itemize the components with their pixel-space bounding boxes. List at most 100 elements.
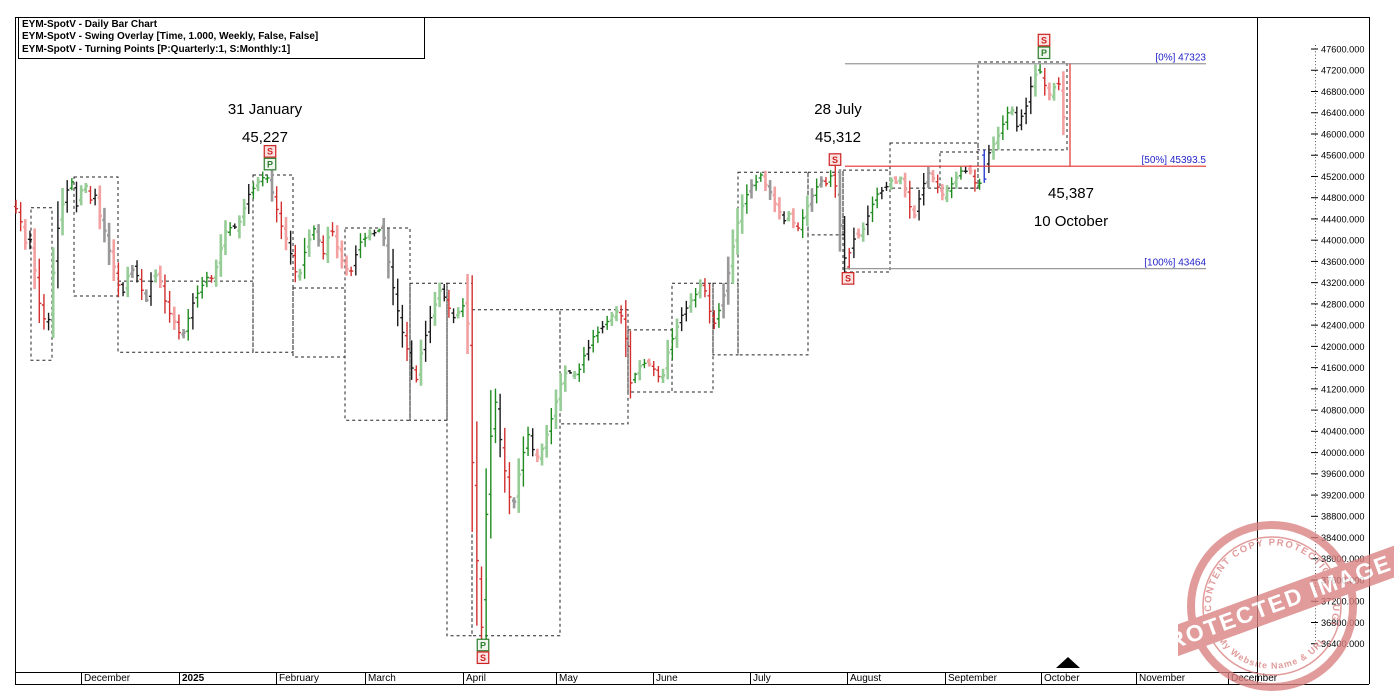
price-bar (474, 421, 479, 626)
month-label: December (84, 673, 131, 684)
price-bar (907, 180, 912, 219)
price-bar (754, 174, 759, 191)
swing-box (73, 176, 119, 297)
price-bar (516, 458, 521, 513)
price-bar (875, 187, 880, 209)
price-axis-label: 36400.000 (1321, 639, 1364, 649)
swing-box (737, 171, 809, 356)
marker-S-box (476, 651, 490, 665)
price-axis-label: 42000.000 (1321, 342, 1364, 352)
price-bar (102, 207, 107, 243)
price-bar (120, 282, 126, 297)
price-bar (502, 427, 507, 493)
price-bar (768, 180, 773, 201)
price-bar (628, 330, 633, 399)
price-bar (13, 199, 19, 214)
price-bar (218, 234, 223, 277)
price-bar (544, 424, 549, 458)
price-bar (1061, 71, 1066, 136)
swing-box (977, 61, 1068, 151)
price-bar (614, 306, 619, 322)
price-bar (642, 358, 647, 369)
price-bar (307, 229, 312, 257)
swing-box (409, 282, 448, 421)
price-bar (660, 368, 666, 383)
price-axis-label: 37200.000 (1321, 597, 1364, 607)
price-bar (460, 298, 465, 318)
price-bar (921, 172, 926, 206)
price-axis-label: 47200.000 (1321, 66, 1364, 76)
price-bar (293, 244, 298, 283)
month-label: June (656, 673, 678, 684)
price-bar (954, 171, 959, 189)
month-axis: December 2025 February March April May June Jul… (81, 672, 1278, 684)
price-bar (656, 366, 661, 383)
price-bar (805, 195, 810, 226)
price-bar (381, 218, 386, 247)
price-bar (963, 166, 968, 174)
price-bar (674, 318, 680, 348)
price-bar (321, 235, 326, 260)
price-axis-label: 47600.000 (1321, 44, 1364, 54)
price-bar (153, 269, 158, 283)
price-bar (223, 220, 228, 255)
price-bar (507, 462, 512, 515)
price-bar (870, 196, 875, 223)
price-axis-label: 41200.000 (1321, 384, 1364, 394)
swing-box (671, 282, 714, 393)
price-bar (977, 178, 982, 190)
price-bar (451, 308, 456, 324)
price-bar (237, 215, 242, 239)
price-axis-label: 44000.000 (1321, 236, 1364, 246)
price-bar (833, 164, 838, 198)
price-bar (912, 205, 917, 219)
price-bar (446, 289, 452, 318)
price-bar (414, 365, 419, 383)
price-bar (297, 268, 303, 281)
price-bar (646, 358, 652, 367)
price-axis-label: 40800.000 (1321, 406, 1364, 416)
price-axis-label: 46000.000 (1321, 129, 1364, 139)
price-bar (93, 188, 98, 206)
price-bar (684, 300, 689, 322)
price-bar (949, 177, 954, 199)
price-bar (633, 372, 638, 384)
price-bar (721, 283, 726, 319)
price-bar (181, 328, 186, 339)
price-bar (107, 222, 112, 265)
price-bar (55, 201, 60, 289)
fib-level-label: [100%] 43464 (1144, 258, 1206, 269)
price-bar (79, 185, 84, 206)
price-axis-label: 38400.000 (1321, 533, 1364, 543)
price-bar (46, 312, 51, 331)
price-bar (172, 306, 177, 330)
price-bar (758, 172, 763, 182)
price-bar (144, 289, 149, 302)
price-bar (274, 186, 279, 223)
price-bar (1024, 97, 1029, 125)
price-bar (609, 311, 614, 326)
price-bar (158, 265, 163, 289)
price-bar (493, 388, 498, 444)
price-bar (241, 198, 247, 226)
price-bar (693, 287, 698, 308)
marker-P-box (263, 157, 277, 171)
price-bar (679, 307, 684, 332)
fib-level-label: [0%] 47323 (1155, 53, 1206, 64)
price-bar (111, 239, 116, 281)
marker-P-letter: P (267, 159, 273, 169)
price-bar (851, 227, 856, 259)
price-bar (819, 176, 824, 188)
price-bar (823, 177, 829, 187)
price-bar (698, 279, 703, 299)
price-axis-label: 42400.000 (1321, 321, 1364, 331)
price-bar (521, 436, 526, 487)
price-bar (116, 262, 121, 297)
price-bar (344, 255, 349, 276)
price-bar (809, 188, 815, 212)
month-label: November (1139, 673, 1186, 684)
price-bar (572, 371, 577, 379)
price-bar (986, 144, 991, 173)
price-bar (88, 186, 93, 204)
